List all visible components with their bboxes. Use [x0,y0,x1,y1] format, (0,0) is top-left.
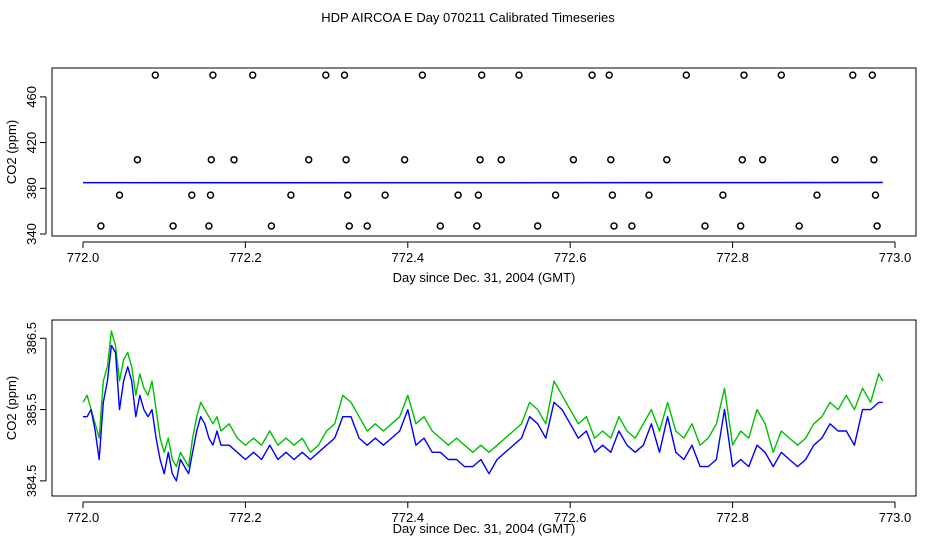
top-scatter-point [151,71,160,79]
top-x-tick-label: 772.0 [67,250,100,265]
top-scatter-point [795,222,803,230]
top-y-tick-label: 460 [24,86,39,108]
top-scatter-point [868,71,877,79]
top-scatter-point [870,155,878,164]
top-scatter-point [738,155,747,164]
top-scatter-point [736,222,745,230]
bottom-y-axis-title: CO2 (ppm) [4,376,19,440]
top-y-tick-label: 420 [24,132,39,154]
top-y-ticks: 340 380 420 460 [24,86,47,245]
top-scatter-point [871,191,880,199]
top-scatter-point [758,155,767,164]
top-series [82,181,883,184]
top-scatter-point [169,222,177,230]
top-x-tick-label: 773.0 [879,250,912,265]
top-scatter-point [133,155,142,164]
top-scatter-point [345,222,354,230]
bottom-x-tick-label: 772.4 [392,510,425,525]
bottom-y-tick-label: 385.5 [24,393,39,426]
top-scatter-point [645,191,653,199]
top-scatter-point [287,191,295,199]
top-scatter-point [436,222,445,230]
top-scatter-point [97,222,105,230]
bottom-x-axis-title: Day since Dec. 31, 2004 (GMT) [393,521,576,536]
top-scatter-point [873,222,881,230]
top-scatter-point [682,71,691,79]
top-scatter-point [206,191,215,199]
bottom-y-ticks: 384.5 385.5 386.5 [24,322,47,498]
figure-title: HDP AIRCOA E Day 070211 Calibrated Times… [321,10,615,25]
top-x-ticks: 772.0 772.2 772.4 772.6 772.8 773.0 [67,241,912,265]
top-plot-frame [51,67,917,237]
top-scatter-point [322,71,330,79]
top-scatter-point [588,71,596,79]
top-scatter-point [551,191,560,199]
top-scatter-point [267,222,276,230]
top-scatter-point [115,191,124,199]
bottom-y-tick-label: 384.5 [24,465,39,498]
top-scatter-point [813,191,821,199]
top-x-tick-label: 772.4 [392,250,425,265]
top-scatter-point [342,155,350,164]
top-scatter-point [740,71,748,79]
top-scatter-point [777,71,786,79]
top-scatter-point [497,155,505,164]
bottom-x-tick-label: 772.8 [716,510,749,525]
top-scatter-point [340,71,349,79]
top-scatter-point [701,222,709,230]
top-y-tick-label: 380 [24,177,39,199]
bottom-x-tick-label: 773.0 [879,510,912,525]
top-scatter-point [628,222,636,230]
bottom-x-tick-label: 772.6 [554,510,587,525]
top-scatter-point [719,191,727,199]
top-x-tick-label: 772.8 [716,250,749,265]
top-scatter-point [474,191,483,199]
top-scatter-point [381,191,389,199]
top-scatter-point [831,155,839,164]
bottom-blue-series-line [83,344,883,482]
bottom-x-ticks: 772.0 772.2 772.4 772.6 772.8 773.0 [67,501,912,525]
top-scatter-point [454,191,462,199]
top-y-axis-title: CO2 (ppm) [4,120,19,184]
top-scatter-point [610,222,618,230]
bottom-x-tick-label: 772.2 [229,510,262,525]
top-scatter-point [569,155,578,164]
bottom-x-tick-label: 772.0 [67,510,100,525]
top-scatter-point [607,155,615,164]
top-scatter-point [533,222,542,230]
top-scatter-point [418,71,427,79]
top-scatter-point [605,71,613,79]
top-scatter-point [477,71,486,79]
top-panel: Day since Dec. 31, 2004 (GMT) CO2 (ppm) … [4,67,917,285]
top-x-tick-label: 772.2 [229,250,262,265]
bottom-y-tick-label: 386.5 [24,322,39,355]
top-x-tick-label: 772.6 [554,250,587,265]
top-scatter-point [188,191,196,199]
top-points [97,71,881,230]
top-scatter-point [230,155,238,164]
top-scatter-point [473,222,481,230]
top-scatter-point [363,222,371,230]
top-scatter-point [248,71,257,79]
top-scatter-point [849,71,857,79]
bottom-green-series-line [82,330,884,468]
top-scatter-point [515,71,523,79]
top-scatter-point [608,191,617,199]
top-scatter-point [207,155,216,164]
top-scatter-point [205,222,213,230]
top-scatter-point [343,191,352,199]
bottom-panel: Day since Dec. 31, 2004 (GMT) CO2 (ppm) … [4,319,917,536]
bottom-series [82,330,884,482]
top-x-axis-title: Day since Dec. 31, 2004 (GMT) [393,270,576,285]
top-scatter-point [476,155,484,164]
bottom-plot-frame [51,319,917,497]
top-scatter-point [209,71,217,79]
top-scatter-point [400,155,409,164]
top-scatter-point [663,155,671,164]
top-y-tick-label: 340 [24,223,39,245]
top-scatter-point [304,155,313,164]
